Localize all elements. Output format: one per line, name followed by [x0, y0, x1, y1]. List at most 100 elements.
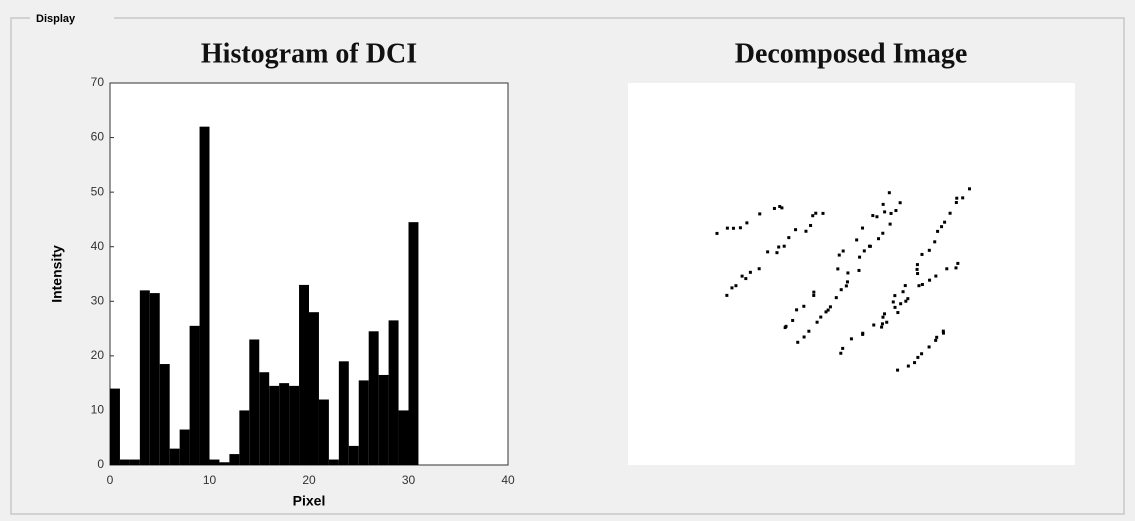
bar	[299, 285, 309, 465]
y-tick-label: 0	[97, 457, 104, 471]
image-pixel	[934, 275, 937, 278]
image-pixel	[812, 294, 815, 297]
bar	[339, 361, 349, 465]
image-pixel	[846, 280, 849, 283]
image-pixel	[803, 335, 806, 338]
bar	[329, 460, 339, 465]
image-pixel	[956, 262, 959, 265]
image-pixel	[846, 271, 849, 274]
x-tick-label: 10	[203, 473, 217, 487]
image-pixel	[861, 227, 864, 230]
bar	[229, 454, 239, 465]
image-pixel	[744, 277, 747, 280]
image-pixel	[796, 341, 799, 344]
page: Display Histogram of DCI Decomposed Imag…	[0, 0, 1135, 521]
image-pixel	[809, 224, 812, 227]
y-tick-label: 30	[91, 293, 105, 307]
chart-title: Histogram of DCI	[201, 38, 417, 69]
image-pixel	[875, 215, 878, 218]
image-pixel	[877, 237, 880, 240]
image-pixel	[893, 294, 896, 297]
y-tick-label: 50	[91, 184, 105, 198]
image-pixel	[855, 238, 858, 241]
image-pixel	[892, 300, 895, 303]
image-pixel	[899, 201, 902, 204]
image-pixel	[907, 365, 910, 368]
bar	[289, 386, 299, 465]
y-tick-label: 10	[91, 403, 105, 417]
image-pixel	[783, 245, 786, 248]
image-pixel	[840, 288, 843, 291]
image-pixel	[816, 321, 819, 324]
image-pixel	[766, 250, 769, 253]
image-pixel	[734, 284, 737, 287]
image-pixel	[807, 330, 810, 333]
bar	[150, 293, 160, 465]
image-pixel	[811, 214, 814, 217]
y-tick-label: 60	[91, 130, 105, 144]
image-pixel	[888, 191, 891, 194]
decomposed-image	[628, 83, 1075, 465]
image-pixel	[872, 324, 875, 327]
image-pixel	[745, 221, 748, 224]
image-pixel	[814, 212, 817, 215]
bar	[259, 372, 269, 465]
image-pixel	[758, 212, 761, 215]
image-pixel	[894, 209, 897, 212]
bar	[140, 290, 150, 465]
image-pixel	[785, 325, 788, 328]
image-pixel	[899, 302, 902, 305]
panel-title: Display	[36, 13, 76, 25]
image-pixel	[894, 306, 897, 309]
image-pixel	[836, 267, 839, 270]
image-pixel	[885, 321, 888, 324]
image-pixel	[968, 187, 971, 190]
image-pixel	[955, 201, 958, 204]
image-pixel	[921, 283, 924, 286]
x-tick-label: 0	[107, 473, 114, 487]
image-pixel	[804, 230, 807, 233]
image-pixel	[916, 272, 919, 275]
bar	[190, 326, 200, 465]
image-pixel	[863, 249, 866, 252]
image-pixel	[881, 232, 884, 235]
image-pixel	[821, 212, 824, 215]
image-pixel	[928, 249, 931, 252]
image-pixel	[787, 236, 790, 239]
bar	[110, 389, 120, 465]
image-pixel	[775, 251, 778, 254]
image-pixel	[896, 369, 899, 372]
image-pixel	[933, 240, 936, 243]
image-pixel	[835, 296, 838, 299]
image-pixel	[928, 345, 931, 348]
image-pixel	[861, 332, 864, 335]
image-pixel	[902, 290, 905, 293]
image-pixel	[940, 225, 943, 228]
image-pixel	[827, 309, 830, 312]
image-pixel	[858, 256, 861, 259]
bar	[379, 375, 389, 465]
image-pixel	[883, 210, 886, 213]
bar	[200, 127, 210, 465]
image-pixel	[917, 284, 920, 287]
image-pixel	[794, 228, 797, 231]
image-pixel	[889, 223, 892, 226]
bar	[279, 383, 289, 465]
image-pixel	[871, 214, 874, 217]
image-pixel	[741, 275, 744, 278]
image-title: Decomposed Image	[735, 38, 968, 69]
image-pixel	[920, 352, 923, 355]
image-pixel	[819, 316, 822, 319]
bar	[269, 386, 279, 465]
image-pixel	[869, 245, 872, 248]
image-pixel	[943, 221, 946, 224]
image-pixel	[857, 269, 860, 272]
bar	[170, 449, 180, 465]
image-pixel	[913, 361, 916, 364]
image-pixel	[883, 312, 886, 315]
image-pixel	[961, 196, 964, 199]
bar	[309, 312, 319, 465]
image-pixel	[936, 230, 939, 233]
image-pixel	[916, 268, 919, 271]
bar	[180, 430, 190, 465]
